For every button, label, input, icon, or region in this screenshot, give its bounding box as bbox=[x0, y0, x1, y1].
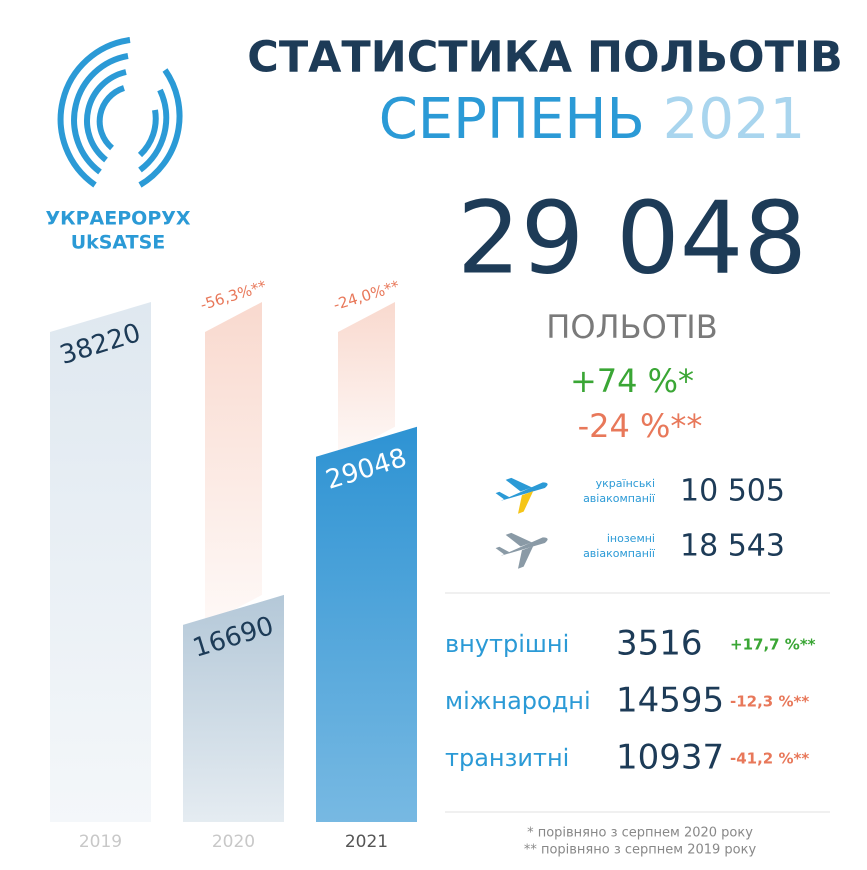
flight-change: -41,2 %** bbox=[730, 750, 809, 768]
airline-label: авіакомпанії bbox=[583, 492, 656, 505]
bar bbox=[316, 426, 417, 822]
year: 2021 bbox=[663, 87, 806, 152]
flight-change: -12,3 %** bbox=[730, 693, 809, 711]
plane-icon bbox=[495, 477, 548, 514]
reference-bar bbox=[338, 302, 395, 457]
flight-change: +17,7 %** bbox=[730, 636, 816, 654]
total-number: 29 048 bbox=[457, 179, 807, 296]
logo bbox=[57, 37, 183, 188]
flight-type: внутрішні bbox=[445, 630, 569, 658]
x-tick-label: 2019 bbox=[79, 832, 122, 852]
bar bbox=[183, 594, 284, 822]
reference-bar bbox=[205, 302, 262, 625]
x-tick-label: 2021 bbox=[345, 832, 388, 852]
change-vs-2019: -24 %** bbox=[578, 407, 703, 445]
footnote: * порівняно з серпнем 2020 року bbox=[527, 826, 753, 841]
flight-count: 10937 bbox=[616, 738, 724, 778]
bar bbox=[50, 302, 151, 822]
title: СТАТИСТИКА ПОЛЬОТІВ bbox=[247, 33, 842, 83]
airline-label: авіакомпанії bbox=[583, 547, 656, 560]
airline-label: українські bbox=[596, 477, 655, 490]
logo-abbr: UkSATSE bbox=[71, 232, 166, 254]
footnote: ** порівняно з серпнем 2019 року bbox=[524, 843, 757, 858]
flight-count: 3516 bbox=[616, 624, 703, 664]
change-vs-2020: +74 %* bbox=[570, 362, 694, 400]
logo-name: УКРАЕРОРУХ bbox=[45, 208, 190, 230]
flight-type: транзитні bbox=[445, 744, 569, 772]
flight-type: міжнародні bbox=[445, 687, 591, 715]
subtitle: СЕРПЕНЬ 2021 bbox=[379, 87, 806, 152]
airline-count: 18 543 bbox=[680, 529, 785, 564]
x-tick-label: 2020 bbox=[212, 832, 255, 852]
airline-label: іноземні bbox=[607, 532, 655, 545]
month: СЕРПЕНЬ bbox=[379, 87, 645, 152]
total-unit: ПОЛЬОТІВ bbox=[546, 308, 717, 346]
airline-count: 10 505 bbox=[680, 474, 785, 509]
flight-count: 14595 bbox=[616, 681, 724, 721]
plane-icon bbox=[495, 532, 548, 569]
